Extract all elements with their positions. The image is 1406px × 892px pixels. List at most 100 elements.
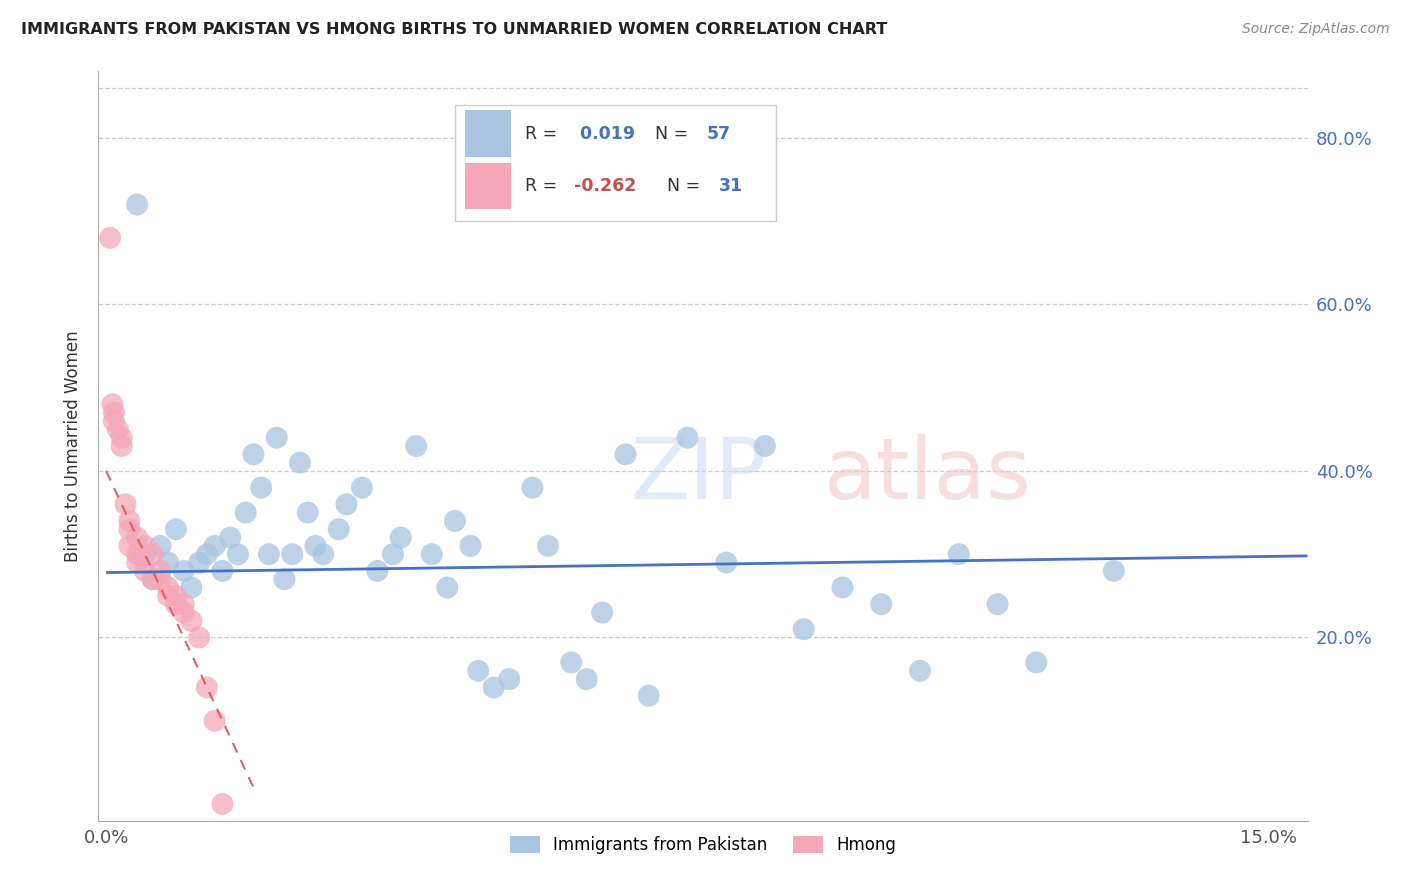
Point xyxy=(157,581,180,595)
Point xyxy=(350,481,373,495)
Point xyxy=(304,539,326,553)
Legend: Immigrants from Pakistan, Hmong: Immigrants from Pakistan, Hmong xyxy=(503,830,903,861)
Point xyxy=(188,631,211,645)
Point xyxy=(195,547,218,561)
Text: 57: 57 xyxy=(707,125,731,143)
Point xyxy=(986,597,1008,611)
Point xyxy=(389,531,412,545)
Point xyxy=(288,456,311,470)
Point xyxy=(103,414,125,428)
Point xyxy=(405,439,427,453)
Point xyxy=(591,606,613,620)
Text: ZIP: ZIP xyxy=(630,434,766,517)
Point xyxy=(173,597,195,611)
Point xyxy=(498,672,520,686)
Point xyxy=(676,431,699,445)
Point xyxy=(111,439,134,453)
Point xyxy=(142,572,165,586)
Point xyxy=(165,522,187,536)
Point xyxy=(575,672,598,686)
Point xyxy=(312,547,335,561)
Point xyxy=(180,614,202,628)
Point xyxy=(297,506,319,520)
Point xyxy=(235,506,257,520)
Point xyxy=(793,622,815,636)
Point xyxy=(142,572,165,586)
Point xyxy=(281,547,304,561)
Point xyxy=(250,481,273,495)
Text: R =: R = xyxy=(526,125,562,143)
Point xyxy=(1102,564,1125,578)
Point xyxy=(134,539,156,553)
Point xyxy=(173,606,195,620)
Point xyxy=(98,231,121,245)
Point xyxy=(328,522,350,536)
FancyBboxPatch shape xyxy=(456,105,776,221)
Text: -0.262: -0.262 xyxy=(574,177,636,195)
Point xyxy=(482,681,505,695)
Point xyxy=(111,431,134,445)
Point xyxy=(165,589,187,603)
Point xyxy=(173,564,195,578)
Text: IMMIGRANTS FROM PAKISTAN VS HMONG BIRTHS TO UNMARRIED WOMEN CORRELATION CHART: IMMIGRANTS FROM PAKISTAN VS HMONG BIRTHS… xyxy=(21,22,887,37)
Point xyxy=(614,447,637,461)
Point xyxy=(266,431,288,445)
Point xyxy=(149,539,172,553)
Bar xyxy=(465,162,510,210)
Point xyxy=(127,197,149,211)
Point xyxy=(157,589,180,603)
Point xyxy=(165,597,187,611)
Point xyxy=(1025,656,1047,670)
Point xyxy=(134,564,156,578)
Point xyxy=(754,439,776,453)
Point xyxy=(420,547,443,561)
Point xyxy=(637,689,659,703)
Point xyxy=(118,522,141,536)
Text: 31: 31 xyxy=(718,177,742,195)
Text: R =: R = xyxy=(526,177,562,195)
Point xyxy=(537,539,560,553)
Point xyxy=(188,556,211,570)
Point xyxy=(195,681,218,695)
Point xyxy=(149,572,172,586)
Point xyxy=(381,547,404,561)
Point xyxy=(219,531,242,545)
Point xyxy=(118,514,141,528)
Text: N =: N = xyxy=(644,125,693,143)
Point xyxy=(948,547,970,561)
Point xyxy=(436,581,458,595)
Point xyxy=(142,547,165,561)
Point xyxy=(257,547,280,561)
Point xyxy=(560,656,582,670)
Point xyxy=(204,539,226,553)
Point xyxy=(522,481,544,495)
Point xyxy=(103,406,125,420)
Point xyxy=(716,556,738,570)
Point xyxy=(831,581,853,595)
Point xyxy=(870,597,893,611)
Text: N =: N = xyxy=(655,177,706,195)
Point xyxy=(149,564,172,578)
Point xyxy=(460,539,482,553)
Point xyxy=(204,714,226,728)
Text: Source: ZipAtlas.com: Source: ZipAtlas.com xyxy=(1241,22,1389,37)
Point xyxy=(127,547,149,561)
Point xyxy=(211,797,233,811)
Point xyxy=(444,514,467,528)
Point xyxy=(242,447,264,461)
Point xyxy=(118,539,141,553)
Point xyxy=(335,497,357,511)
Point xyxy=(127,556,149,570)
Point xyxy=(180,581,202,595)
Y-axis label: Births to Unmarried Women: Births to Unmarried Women xyxy=(65,330,83,562)
Point xyxy=(114,497,136,511)
Point xyxy=(273,572,295,586)
Point xyxy=(157,556,180,570)
Bar xyxy=(465,111,510,157)
Point xyxy=(127,531,149,545)
Point xyxy=(134,547,156,561)
Point xyxy=(908,664,931,678)
Point xyxy=(107,422,129,436)
Text: 0.019: 0.019 xyxy=(574,125,634,143)
Text: atlas: atlas xyxy=(824,434,1032,517)
